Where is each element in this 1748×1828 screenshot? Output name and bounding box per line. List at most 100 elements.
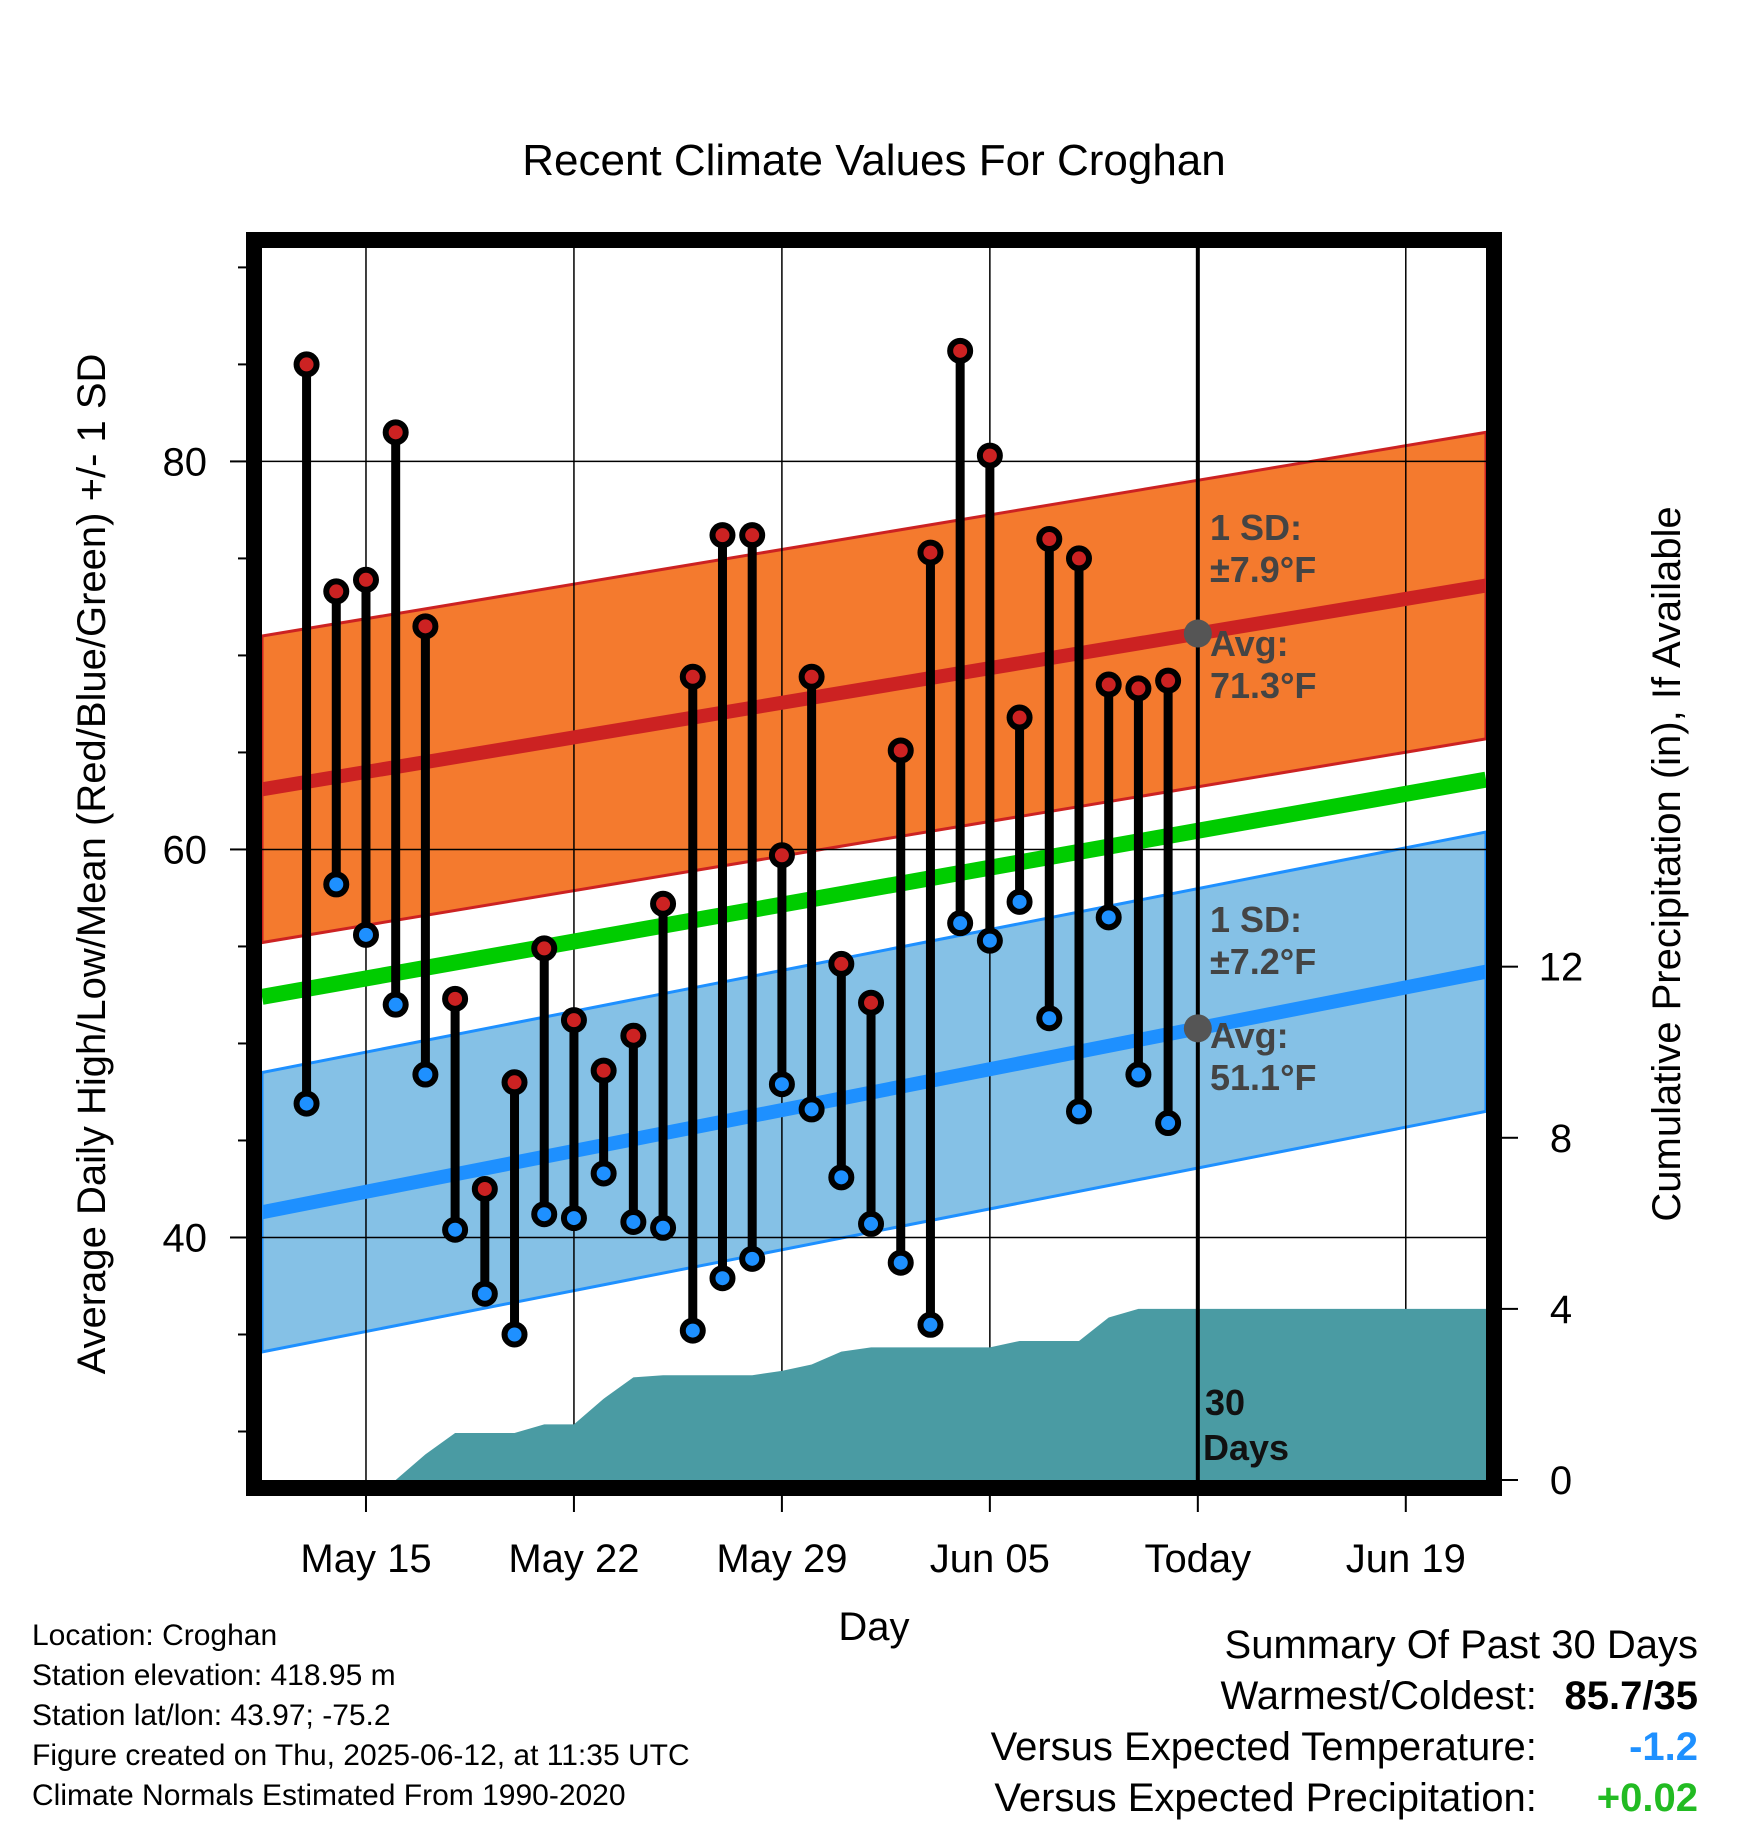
high-temp-point <box>442 985 469 1012</box>
temp-row: Versus Expected Temperature: -1.2 <box>991 1722 1698 1773</box>
y2-tick-label: 0 <box>1550 1459 1572 1503</box>
low-temp-point <box>709 1265 736 1292</box>
low-temp-point <box>828 1164 855 1191</box>
high-temp-point <box>293 351 320 378</box>
high-temp-point <box>679 663 706 690</box>
high-temp-point <box>739 522 766 549</box>
x-tick-label: May 22 <box>508 1537 639 1581</box>
low-temp-point <box>679 1317 706 1344</box>
annotations: 1 SD: ±7.9°F Avg: 71.3°F 1 SD: ±7.2°F Av… <box>1203 507 1316 1468</box>
y-tick-label: 40 <box>163 1216 208 1260</box>
low-temp-point <box>382 991 409 1018</box>
low-temp-point <box>471 1280 498 1307</box>
low-avg-label: Avg: <box>1210 1015 1289 1056</box>
low-temp-point <box>947 910 974 937</box>
high-temp-point <box>590 1057 617 1084</box>
today-high-normal-marker <box>1183 619 1212 648</box>
precip-row: Versus Expected Precipitation: +0.02 <box>991 1773 1698 1824</box>
axes: 40 60 80 0 4 8 12 May 15 May 22 May 29 Jun 05 Today… <box>70 232 1689 1649</box>
low-temp-point <box>1155 1110 1182 1137</box>
y-tick-label: 80 <box>163 440 208 484</box>
days-number: 30 <box>1205 1382 1245 1423</box>
low-sd-value: ±7.2°F <box>1210 941 1316 982</box>
low-temp-point <box>858 1210 885 1237</box>
precip-value: +0.02 <box>1596 1776 1698 1820</box>
high-temp-point <box>382 419 409 446</box>
low-temp-point <box>501 1321 528 1348</box>
high-temp-point <box>709 522 736 549</box>
y2-tick-label: 4 <box>1550 1288 1572 1332</box>
low-temp-point <box>1036 1005 1063 1032</box>
summary-title: Summary Of Past 30 Days <box>1224 1623 1698 1667</box>
today-low-normal-marker <box>1183 1014 1212 1043</box>
high-temp-point <box>917 539 944 566</box>
high-temp-point <box>1006 704 1033 731</box>
temp-value: -1.2 <box>1629 1725 1698 1769</box>
high-temp-point <box>1036 526 1063 553</box>
normal-high-line <box>262 578 1486 797</box>
high-temp-point <box>1065 545 1092 572</box>
location-text: Location: Croghan <box>32 1619 278 1652</box>
low-temp-point <box>1125 1061 1152 1088</box>
low-temp-point <box>976 927 1003 954</box>
latlon-text: Station lat/lon: 43.97; -75.2 <box>32 1699 391 1732</box>
y2-axis-label: Cumulative Precipitation (in), If Availa… <box>1645 506 1689 1221</box>
high-temp-point <box>620 1022 647 1049</box>
low-temp-point <box>620 1208 647 1235</box>
high-temp-point <box>828 950 855 977</box>
high-temp-point <box>412 613 439 640</box>
low-temp-point <box>1095 904 1122 931</box>
low-temp-point <box>560 1205 587 1232</box>
low-temp-point <box>293 1090 320 1117</box>
high-temp-point <box>768 842 795 869</box>
elevation-text: Station elevation: 418.95 m <box>32 1659 396 1692</box>
x-tick-label: Today <box>1144 1537 1251 1581</box>
chart-title: Recent Climate Values For Croghan <box>522 136 1226 185</box>
warm-cold-row: Warmest/Coldest: 85.7/35 <box>991 1671 1699 1722</box>
station-info: Location: Croghan Station elevation: 418… <box>32 1616 690 1816</box>
created-text: Figure created on Thu, 2025-06-12, at 11… <box>32 1739 690 1772</box>
high-temp-point <box>887 737 914 764</box>
high-avg-value: 71.3°F <box>1210 665 1316 706</box>
low-temp-point <box>442 1216 469 1243</box>
low-temp-point <box>798 1096 825 1123</box>
normal-mean-line <box>262 771 1486 1005</box>
high-temp-point <box>1155 667 1182 694</box>
high-temp-point <box>471 1175 498 1202</box>
low-temp-point <box>323 871 350 898</box>
low-temp-point <box>1065 1098 1092 1125</box>
high-temp-point <box>798 663 825 690</box>
days-word: Days <box>1203 1427 1289 1468</box>
high-temp-point <box>501 1069 528 1096</box>
high-temp-point <box>976 442 1003 469</box>
low-temp-point <box>887 1249 914 1276</box>
y-tick-label: 60 <box>163 828 208 872</box>
x-tick-label: Jun 19 <box>1346 1537 1466 1581</box>
warm-cold-value: 85.7/35 <box>1564 1674 1698 1718</box>
y-axis-label: Average Daily High/Low/Mean (Red/Blue/Gr… <box>70 354 114 1375</box>
high-temp-point <box>858 989 885 1016</box>
low-temp-point <box>768 1071 795 1098</box>
low-temp-point <box>590 1160 617 1187</box>
temp-label: Versus Expected Temperature: <box>990 1725 1537 1769</box>
low-sd-label: 1 SD: <box>1210 899 1302 940</box>
low-temp-point <box>531 1201 558 1228</box>
high-temp-point <box>1095 671 1122 698</box>
y2-tick-label: 8 <box>1550 1117 1572 1161</box>
low-temp-point <box>739 1245 766 1272</box>
low-temp-point <box>1006 888 1033 915</box>
precip-label: Versus Expected Precipitation: <box>994 1776 1537 1820</box>
high-temp-point <box>352 566 379 593</box>
summary-panel: Summary Of Past 30 Days Warmest/Coldest:… <box>991 1620 1698 1824</box>
x-tick-label: Jun 05 <box>930 1537 1050 1581</box>
high-temp-point <box>560 1007 587 1034</box>
x-tick-label: May 29 <box>716 1537 847 1581</box>
high-temp-point <box>650 890 677 917</box>
low-temp-point <box>917 1311 944 1338</box>
high-sd-value: ±7.9°F <box>1210 549 1316 590</box>
high-temp-point <box>947 337 974 364</box>
x-tick-label: May 15 <box>300 1537 431 1581</box>
plot-frame <box>246 232 1502 1496</box>
low-temp-point <box>352 921 379 948</box>
